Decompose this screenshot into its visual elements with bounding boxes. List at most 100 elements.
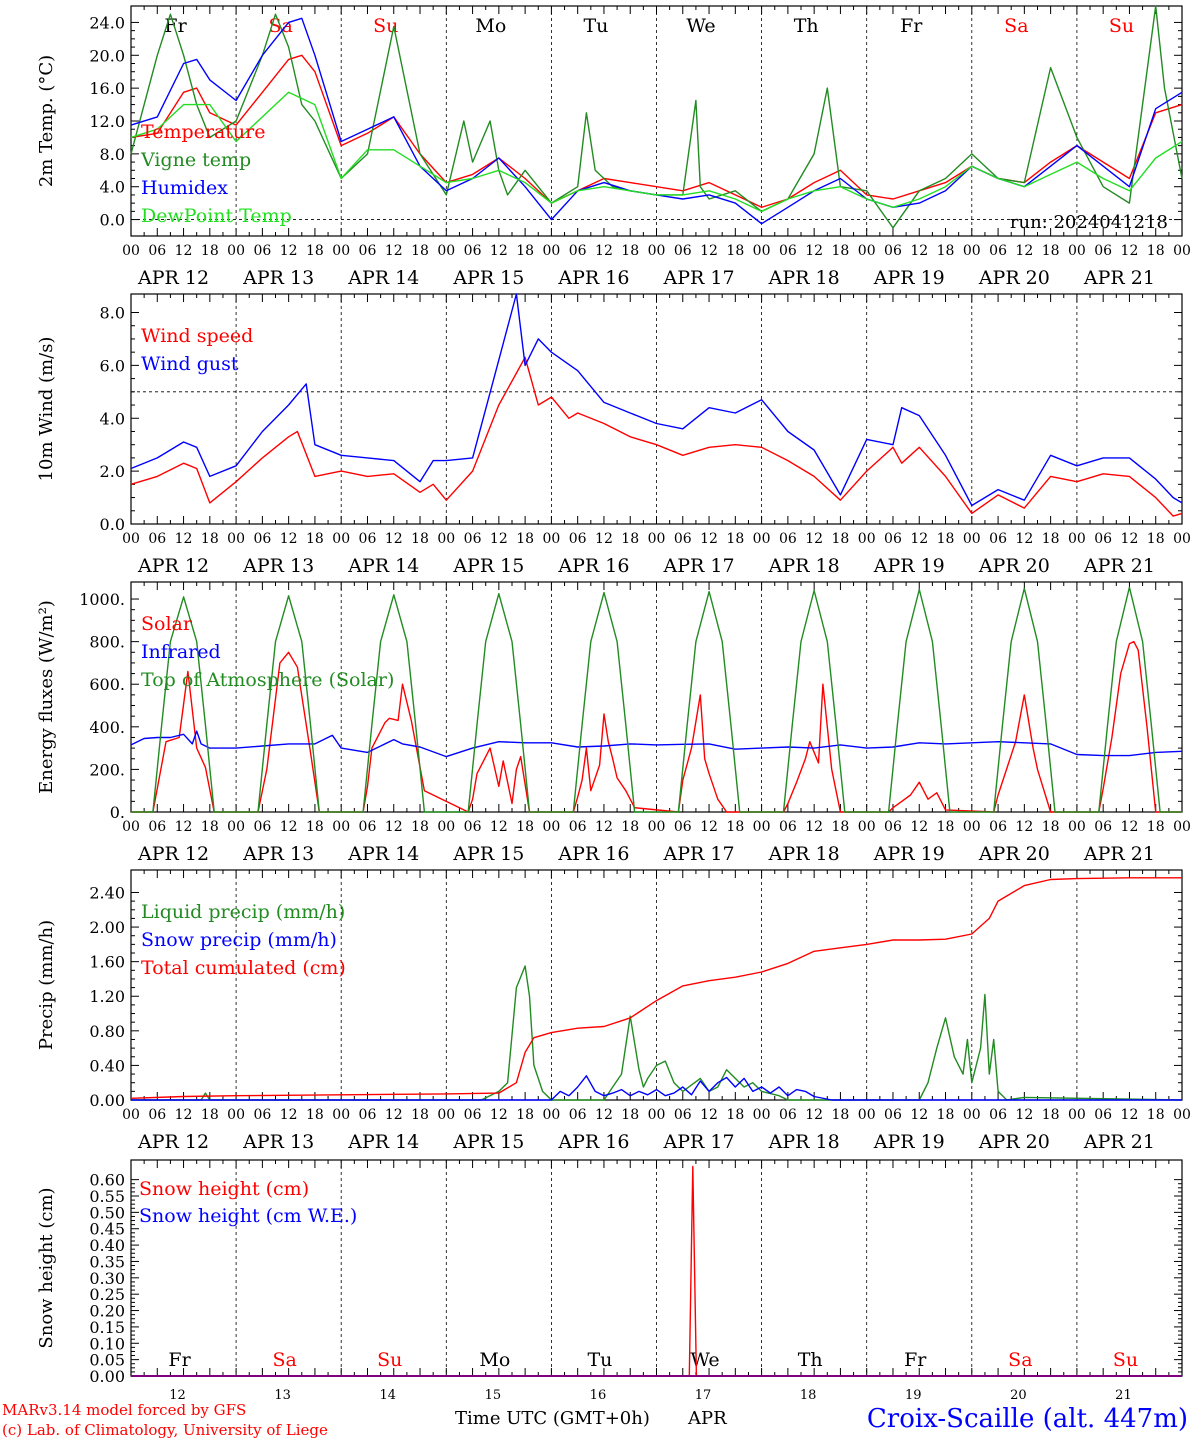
hour-tick-label: 00 [1173, 531, 1191, 547]
hour-tick-label: 06 [569, 1107, 587, 1123]
hour-tick-label: 18 [306, 531, 324, 547]
hour-tick-label: 00 [227, 243, 245, 259]
date-label: APR 19 [873, 1131, 945, 1153]
day-number-label: 18 [800, 1388, 817, 1403]
day-number-label: 19 [905, 1388, 922, 1403]
hour-tick-label: 00 [753, 819, 771, 835]
hour-tick-label: 00 [332, 819, 350, 835]
hour-tick-label: 06 [674, 531, 692, 547]
date-label: APR 20 [978, 843, 1050, 865]
hour-tick-label: 12 [910, 1107, 928, 1123]
hour-tick-label: 00 [227, 819, 245, 835]
hour-tick-label: 00 [542, 243, 560, 259]
day-number-label: 16 [590, 1388, 607, 1403]
hour-tick-label: 06 [464, 1107, 482, 1123]
hour-tick-label: 18 [1042, 819, 1060, 835]
hour-tick-label: 00 [963, 243, 981, 259]
date-label: APR 14 [347, 1131, 419, 1153]
hour-tick-label: 00 [1173, 243, 1191, 259]
hour-tick-label: 12 [700, 819, 718, 835]
hour-tick-label: 00 [1068, 1107, 1086, 1123]
hour-tick-label: 00 [648, 243, 666, 259]
hour-tick-label: 06 [884, 243, 902, 259]
hour-tick-label: 06 [779, 819, 797, 835]
y-tick-label: 600. [89, 675, 125, 694]
hour-tick-label: 00 [542, 531, 560, 547]
series-line [130, 877, 1182, 1099]
hour-tick-label: 12 [175, 1107, 193, 1123]
date-label: APR 17 [663, 1131, 735, 1153]
hour-tick-label: 00 [1173, 819, 1191, 835]
hour-tick-label: 18 [726, 531, 744, 547]
hour-tick-label: 06 [779, 531, 797, 547]
y-tick-label: 0.80 [89, 1022, 125, 1041]
hour-tick-label: 06 [569, 531, 587, 547]
hour-tick-label: 12 [1121, 819, 1139, 835]
hour-tick-label: 06 [148, 243, 166, 259]
hour-tick-label: 18 [201, 531, 219, 547]
legend-label: DewPoint Temp [141, 205, 292, 227]
legend-label: Wind gust [141, 353, 239, 375]
date-label: APR 20 [978, 267, 1050, 289]
y-tick-label: 16.0 [89, 79, 125, 98]
time-axis-label: Time UTC (GMT+0h) [455, 1408, 650, 1429]
date-label: APR 14 [347, 267, 419, 289]
hour-tick-label: 18 [1042, 531, 1060, 547]
hour-tick-label: 12 [1015, 531, 1033, 547]
y-tick-label: 1.60 [89, 953, 125, 972]
date-label: APR 16 [557, 267, 629, 289]
panel-3: 0. 200. 400. 600. 800. 1000. Energy fluxes (W/… [36, 581, 1191, 865]
y-tick-label: 4.0 [100, 409, 125, 428]
y-tick-label: 1.20 [89, 987, 125, 1006]
hour-tick-label: 00 [1068, 243, 1086, 259]
y-axis-label: Snow height (cm) [36, 1187, 57, 1348]
hour-tick-label: 18 [201, 819, 219, 835]
hour-tick-label: 00 [648, 819, 666, 835]
hour-tick-label: 00 [437, 531, 455, 547]
hour-tick-label: 00 [227, 531, 245, 547]
y-tick-label: 4.0 [100, 178, 125, 197]
hour-tick-label: 00 [648, 531, 666, 547]
hour-tick-label: 06 [569, 243, 587, 259]
hour-tick-label: 06 [569, 819, 587, 835]
day-number-label: 20 [1010, 1388, 1027, 1403]
date-label: APR 20 [978, 555, 1050, 577]
date-label: APR 21 [1083, 555, 1155, 577]
hour-tick-label: 00 [963, 1107, 981, 1123]
weekday-label: Tu [583, 15, 608, 37]
hour-tick-label: 18 [411, 1107, 429, 1123]
legend-label: Snow height (cm W.E.) [139, 1205, 357, 1227]
hour-tick-label: 18 [621, 819, 639, 835]
hour-tick-label: 18 [411, 819, 429, 835]
hour-tick-label: 06 [674, 1107, 692, 1123]
hour-tick-label: 12 [175, 531, 193, 547]
hour-tick-label: 12 [805, 819, 823, 835]
month-label: APR [687, 1408, 727, 1429]
hour-tick-label: 12 [595, 243, 613, 259]
panel-4: 0.00 0.40 0.80 1.20 1.60 2.00 2.40 Precip (mm/h… [36, 869, 1191, 1153]
legend-label: Vigne temp [140, 149, 251, 171]
hour-tick-label: 00 [858, 1107, 876, 1123]
hour-tick-label: 06 [359, 1107, 377, 1123]
hour-tick-label: 06 [779, 1107, 797, 1123]
hour-tick-label: 06 [779, 243, 797, 259]
date-label: APR 12 [137, 1131, 209, 1153]
y-tick-label: 0.05 [89, 1351, 125, 1370]
hour-tick-label: 18 [1042, 1107, 1060, 1123]
y-tick-label: 2.00 [89, 918, 125, 937]
hour-tick-label: 00 [1068, 531, 1086, 547]
y-tick-label: 2.0 [100, 462, 125, 481]
date-label: APR 17 [663, 843, 735, 865]
hour-tick-label: 18 [1147, 1107, 1165, 1123]
hour-tick-label: 18 [726, 819, 744, 835]
y-tick-label: 20.0 [89, 46, 125, 65]
y-tick-label: 8.0 [100, 304, 125, 323]
weekday-label: Mo [475, 15, 506, 37]
date-label: APR 21 [1083, 1131, 1155, 1153]
y-tick-label: 0.10 [89, 1334, 125, 1353]
hour-tick-label: 06 [1094, 1107, 1112, 1123]
legend-label: Infrared [141, 641, 221, 663]
hour-tick-label: 00 [753, 1107, 771, 1123]
hour-tick-label: 06 [464, 531, 482, 547]
